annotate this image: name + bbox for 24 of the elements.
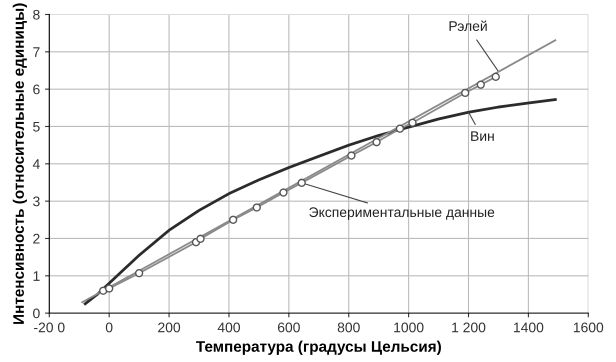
text: Рэлей <box>449 20 487 31</box>
x-tick-label: 800 <box>338 322 360 332</box>
series-label: Вин <box>471 131 494 141</box>
x-tick-label: 1600 <box>574 322 604 332</box>
x-tick-label: -20 0 <box>34 322 65 332</box>
y-tick-label: 5 <box>33 122 40 132</box>
y-tick-label: 4 <box>32 159 40 169</box>
x-tick-label: 1400 <box>514 322 544 332</box>
x-tick-label: 1 200 <box>452 322 486 332</box>
y-tick-label: 2 <box>33 234 40 244</box>
y-tick-label: 7 <box>33 47 40 57</box>
x-tick-label: 200 <box>158 322 180 332</box>
y-tick-label: 6 <box>33 84 40 94</box>
y-tick-label: 0 <box>33 308 40 318</box>
x-tick-label: 600 <box>278 322 300 332</box>
y-tick-label: 1 <box>34 271 40 281</box>
x-tick-label: 0 <box>106 322 112 332</box>
y-tick-label: 3 <box>33 196 40 206</box>
y-tick-label: 8 <box>33 10 40 20</box>
x-tick-label: 1000 <box>394 322 424 332</box>
x-axis-title: Температура (градусы Цельсия) <box>196 340 441 355</box>
series-label: Экспериментальные данные <box>309 207 494 220</box>
x-tick-label: 400 <box>218 322 240 332</box>
y-axis-title: Интенсивность (относительные единицы) <box>12 3 27 324</box>
